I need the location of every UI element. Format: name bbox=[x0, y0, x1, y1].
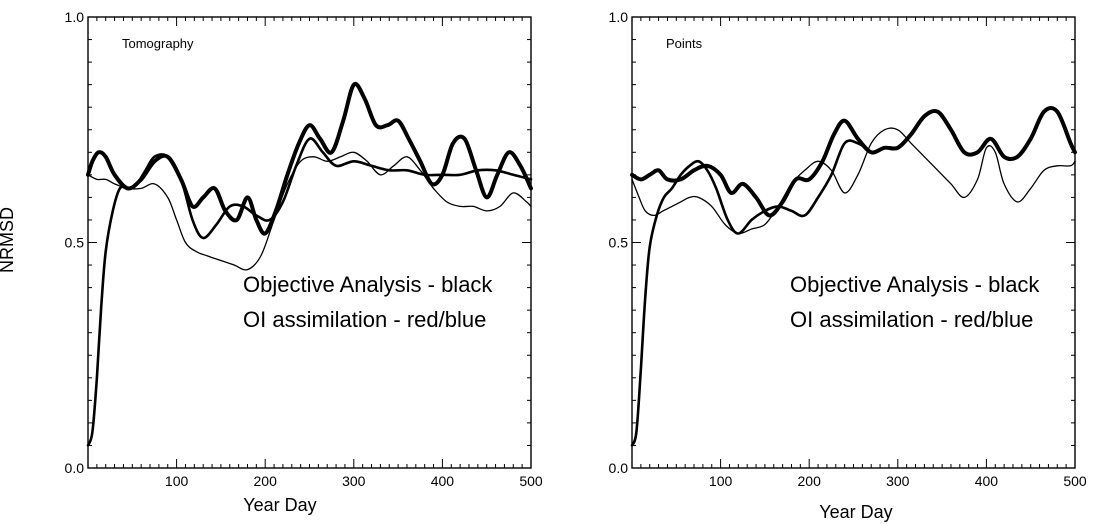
chart-panel-2: 100 200 300 400 500 0.0 0.5 1.0 Year Day Points Ob… bbox=[609, 9, 1087, 522]
chart-panel-1: 100 200 300 400 500 0.0 0.5 1.0 Year Day Tomograp… bbox=[65, 9, 543, 515]
x-tick-label: 100 bbox=[165, 473, 189, 489]
x-tick-label: 200 bbox=[798, 473, 822, 489]
annotation-text: Objective Analysis - black bbox=[243, 272, 493, 297]
y-tick-label: 1.0 bbox=[609, 9, 629, 25]
annotation-text: Objective Analysis - black bbox=[790, 272, 1040, 297]
panel-label: Points bbox=[666, 36, 703, 51]
x-tick-label: 100 bbox=[709, 473, 733, 489]
shared-y-axis-label: NRMSD bbox=[0, 207, 17, 273]
plot-frame bbox=[631, 16, 1076, 469]
x-axis-label: Year Day bbox=[819, 502, 892, 522]
y-tick-label: 0.0 bbox=[65, 460, 85, 476]
panel-label: Tomography bbox=[122, 36, 194, 51]
x-tick-label: 200 bbox=[254, 473, 278, 489]
x-tick-label: 300 bbox=[886, 473, 910, 489]
series-line-medium bbox=[86, 137, 533, 447]
y-tick-label: 0.5 bbox=[65, 235, 85, 251]
y-tick-label: 0.0 bbox=[609, 460, 629, 476]
x-tick-label: 500 bbox=[519, 473, 543, 489]
plot-frame bbox=[87, 16, 532, 469]
series-line-medium bbox=[630, 139, 873, 447]
x-tick-label: 300 bbox=[342, 473, 366, 489]
series-line-thick bbox=[86, 81, 533, 236]
y-tick-label: 0.5 bbox=[609, 235, 629, 251]
x-tick-label: 400 bbox=[431, 473, 455, 489]
annotation-text: OI assimilation - red/blue bbox=[243, 307, 486, 332]
x-tick-label: 400 bbox=[975, 473, 999, 489]
series-line-thin bbox=[87, 151, 532, 271]
y-tick-label: 1.0 bbox=[65, 9, 85, 25]
annotation-text: OI assimilation - red/blue bbox=[790, 307, 1033, 332]
series-line-thick bbox=[630, 106, 1077, 218]
series-line-thin bbox=[631, 127, 1076, 235]
x-axis-label: Year Day bbox=[243, 495, 316, 515]
x-tick-label: 500 bbox=[1063, 473, 1087, 489]
